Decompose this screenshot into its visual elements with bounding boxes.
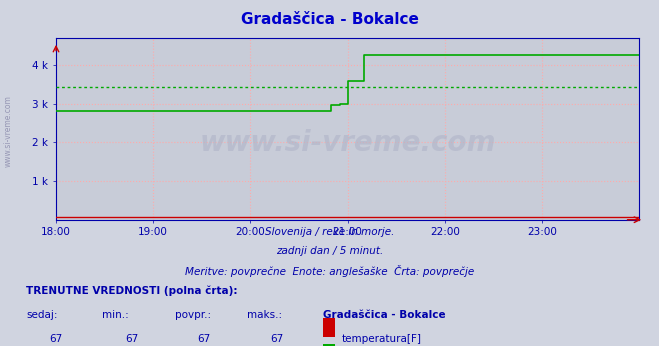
Text: temperatura[F]: temperatura[F] bbox=[341, 334, 421, 344]
Text: maks.:: maks.: bbox=[247, 310, 282, 320]
Text: Meritve: povprečne  Enote: anglešaške  Črta: povprečje: Meritve: povprečne Enote: anglešaške Črt… bbox=[185, 265, 474, 277]
Text: TRENUTNE VREDNOSTI (polna črta):: TRENUTNE VREDNOSTI (polna črta): bbox=[26, 285, 238, 296]
Text: www.si-vreme.com: www.si-vreme.com bbox=[3, 95, 13, 167]
Text: zadnji dan / 5 minut.: zadnji dan / 5 minut. bbox=[276, 246, 383, 256]
Text: 67: 67 bbox=[49, 334, 63, 344]
Text: www.si-vreme.com: www.si-vreme.com bbox=[200, 129, 496, 157]
Text: povpr.:: povpr.: bbox=[175, 310, 211, 320]
Text: 67: 67 bbox=[198, 334, 211, 344]
Text: 67: 67 bbox=[270, 334, 283, 344]
Text: Gradaščica - Bokalce: Gradaščica - Bokalce bbox=[241, 12, 418, 27]
Text: min.:: min.: bbox=[102, 310, 129, 320]
Text: 67: 67 bbox=[125, 334, 138, 344]
Text: Gradaščica - Bokalce: Gradaščica - Bokalce bbox=[323, 310, 445, 320]
Text: Slovenija / reke in morje.: Slovenija / reke in morje. bbox=[265, 227, 394, 237]
Text: sedaj:: sedaj: bbox=[26, 310, 58, 320]
